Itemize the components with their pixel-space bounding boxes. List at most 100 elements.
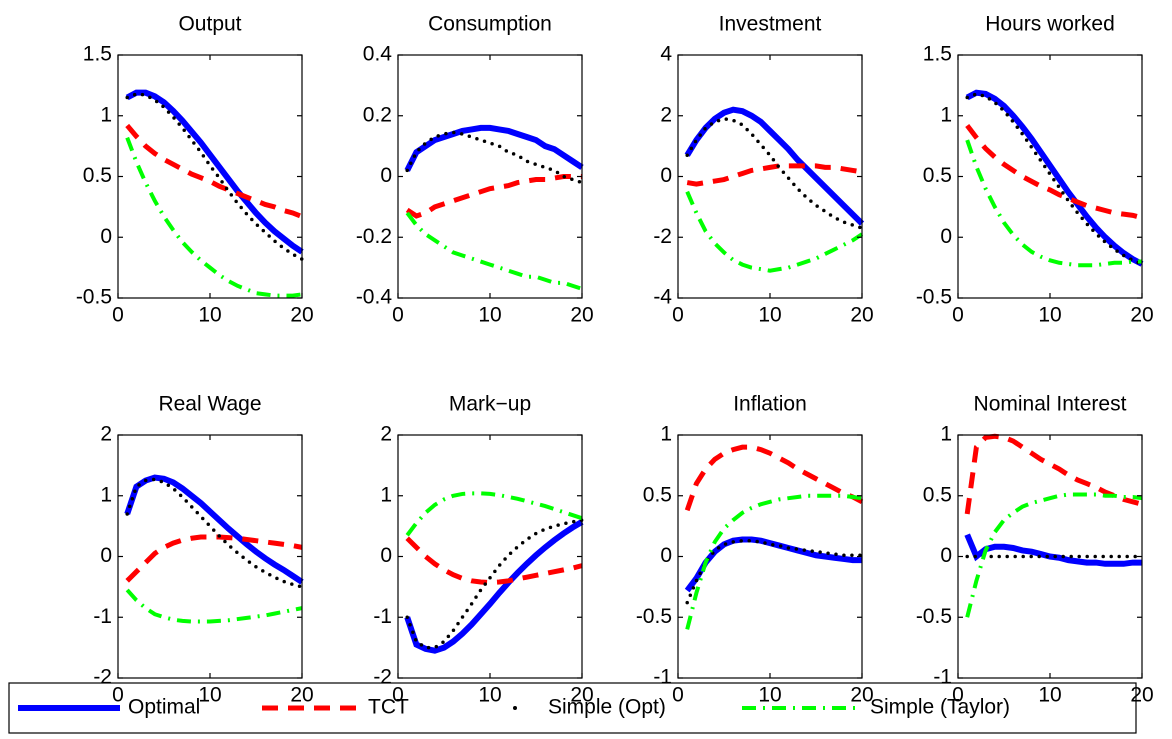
x-tick-label: 20 xyxy=(1130,304,1153,327)
y-tick-label: -0.2 xyxy=(356,225,392,248)
x-tick-label: 0 xyxy=(672,304,684,327)
x-tick-label: 20 xyxy=(570,304,593,327)
y-tick-label: 1 xyxy=(660,423,672,446)
series-line xyxy=(404,519,584,654)
y-tick-label: 1 xyxy=(940,423,952,446)
x-tick-label: 0 xyxy=(952,304,964,327)
series-line xyxy=(965,139,1142,268)
series-line xyxy=(685,493,863,630)
series-line xyxy=(125,123,303,219)
x-tick-label: 10 xyxy=(758,684,781,707)
chart-title: Hours worked xyxy=(985,13,1115,36)
chart-title: Nominal Interest xyxy=(974,393,1127,416)
y-tick-label: 1.5 xyxy=(923,43,952,66)
x-tick-label: 10 xyxy=(198,684,221,707)
series-line xyxy=(405,211,583,291)
series-line xyxy=(965,123,1143,221)
y-tick-label: -2 xyxy=(93,666,112,689)
y-tick-label: -4 xyxy=(653,286,672,309)
series-line xyxy=(125,92,304,261)
y-tick-label: 0 xyxy=(380,544,392,567)
y-tick-label: -1 xyxy=(653,666,672,689)
y-tick-label: 0.2 xyxy=(363,103,392,126)
series-line xyxy=(125,89,304,255)
series-line xyxy=(685,190,864,273)
y-tick-label: -1 xyxy=(933,666,952,689)
series-line xyxy=(405,518,584,650)
y-tick-label: 4 xyxy=(660,43,672,66)
y-tick-label: 0.5 xyxy=(83,164,112,187)
legend-label: Simple (Opt) xyxy=(548,696,666,719)
x-tick-label: 0 xyxy=(112,304,124,327)
chart-title: Consumption xyxy=(428,13,552,36)
y-tick-label: 0 xyxy=(660,164,672,187)
x-tick-label: 10 xyxy=(1038,304,1061,327)
x-tick-label: 10 xyxy=(478,684,501,707)
x-tick-label: 10 xyxy=(758,304,781,327)
y-tick-label: 0.5 xyxy=(643,483,672,506)
series-line xyxy=(684,536,862,593)
y-tick-label: -2 xyxy=(373,666,392,689)
x-tick-label: 20 xyxy=(850,684,873,707)
y-tick-label: -0.5 xyxy=(916,605,952,628)
legend-swatch xyxy=(513,706,517,710)
x-tick-label: 10 xyxy=(198,304,221,327)
series-line xyxy=(964,433,1143,515)
series-line xyxy=(965,492,1143,618)
series-line xyxy=(125,534,303,583)
y-tick-label: -0.5 xyxy=(636,605,672,628)
axes-box xyxy=(397,54,583,299)
series-line xyxy=(686,163,863,187)
x-tick-label: 20 xyxy=(570,684,593,707)
x-tick-label: 20 xyxy=(290,684,313,707)
chart-title: Output xyxy=(178,13,241,36)
chart-title: Investment xyxy=(719,13,822,36)
chart-title: Inflation xyxy=(733,393,807,416)
y-tick-label: 0.5 xyxy=(923,164,952,187)
legend-label: Optimal xyxy=(128,696,200,719)
x-tick-label: 0 xyxy=(112,684,124,707)
y-tick-label: 2 xyxy=(100,423,112,446)
y-tick-label: 0 xyxy=(100,544,112,567)
series-line xyxy=(125,136,303,298)
y-tick-label: 0.5 xyxy=(923,483,952,506)
series-line xyxy=(405,491,583,537)
y-tick-label: -0.5 xyxy=(76,286,112,309)
y-tick-label: -1 xyxy=(93,605,112,628)
chart-title: Real Wage xyxy=(158,393,261,416)
x-tick-label: 10 xyxy=(478,304,501,327)
series-line xyxy=(965,92,1144,266)
series-line xyxy=(405,536,583,586)
x-tick-label: 0 xyxy=(672,684,684,707)
series-line xyxy=(404,124,584,172)
series-line xyxy=(405,174,582,219)
y-tick-label: 1 xyxy=(380,483,392,506)
y-tick-label: 0 xyxy=(660,544,672,567)
legend-box xyxy=(8,682,1137,734)
y-tick-label: -2 xyxy=(653,225,672,248)
x-tick-label: 20 xyxy=(850,304,873,327)
x-tick-label: 0 xyxy=(392,304,404,327)
x-tick-label: 0 xyxy=(392,684,404,707)
x-tick-label: 10 xyxy=(1038,684,1061,707)
legend-label: Simple (Taylor) xyxy=(870,696,1010,719)
y-tick-label: 1 xyxy=(940,103,952,126)
series-line xyxy=(964,533,1142,567)
x-tick-label: 0 xyxy=(952,684,964,707)
y-tick-label: 2 xyxy=(380,423,392,446)
y-tick-label: 0 xyxy=(100,225,112,248)
y-tick-label: 2 xyxy=(660,103,672,126)
axes-box xyxy=(117,434,303,679)
y-tick-label: 1 xyxy=(100,103,112,126)
y-tick-label: 1 xyxy=(100,483,112,506)
x-tick-label: 20 xyxy=(1130,684,1153,707)
y-tick-label: 0 xyxy=(940,225,952,248)
series-line xyxy=(124,474,304,585)
chart-title: Mark−up xyxy=(449,393,531,416)
x-tick-label: 20 xyxy=(290,304,313,327)
series-line xyxy=(684,444,864,512)
y-tick-label: -0.4 xyxy=(356,286,393,309)
series-line xyxy=(125,588,303,624)
y-tick-label: 1.5 xyxy=(83,43,112,66)
